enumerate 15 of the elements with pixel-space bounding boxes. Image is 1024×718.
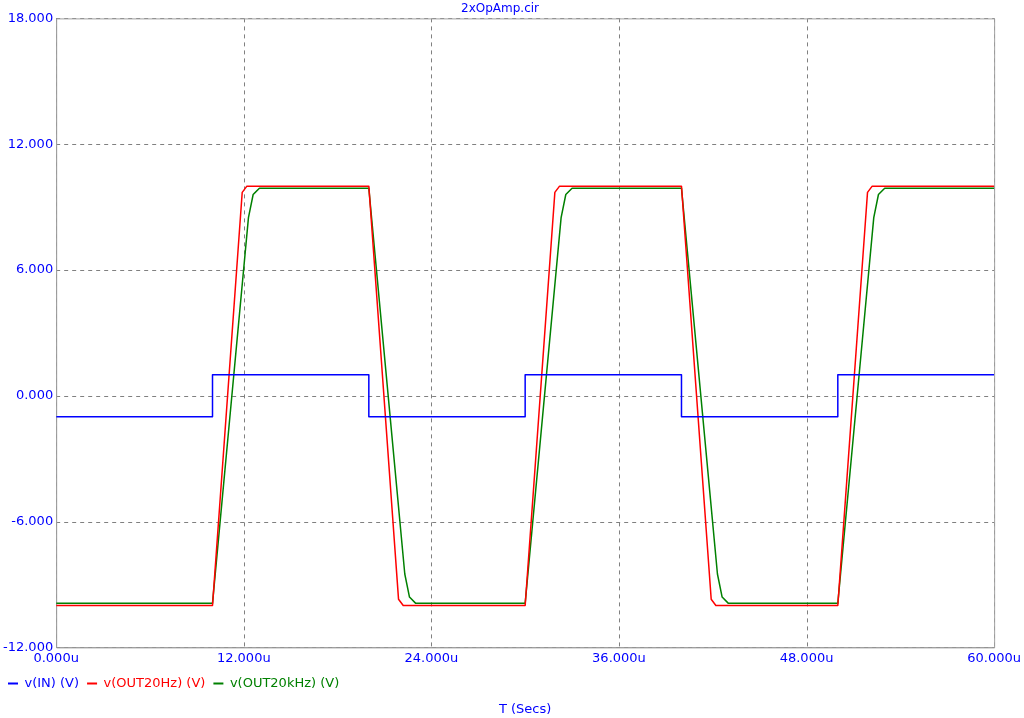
y-tick-label: 18.000 bbox=[7, 9, 54, 25]
y-tick-label: 0.000 bbox=[15, 387, 54, 403]
y-tick-label: -6.000 bbox=[11, 512, 54, 528]
x-tick-label: 48.000u bbox=[779, 649, 834, 665]
x-tick-label: 60.000u bbox=[967, 649, 1021, 665]
y-tick-label: 6.000 bbox=[15, 261, 54, 277]
x-tick-label: 12.000u bbox=[216, 649, 271, 665]
legend-label: v(IN) (V) bbox=[24, 674, 80, 690]
legend-label: v(OUT20Hz) (V) bbox=[103, 674, 206, 690]
chart-title: 2xOpAmp.cir bbox=[461, 1, 540, 16]
y-tick-label: 12.000 bbox=[7, 135, 54, 151]
x-tick-label: 36.000u bbox=[592, 649, 646, 665]
legend-label: v(OUT20kHz) (V) bbox=[229, 674, 340, 690]
x-axis-title: T (Secs) bbox=[497, 700, 552, 716]
x-tick-label: 24.000u bbox=[404, 649, 459, 665]
